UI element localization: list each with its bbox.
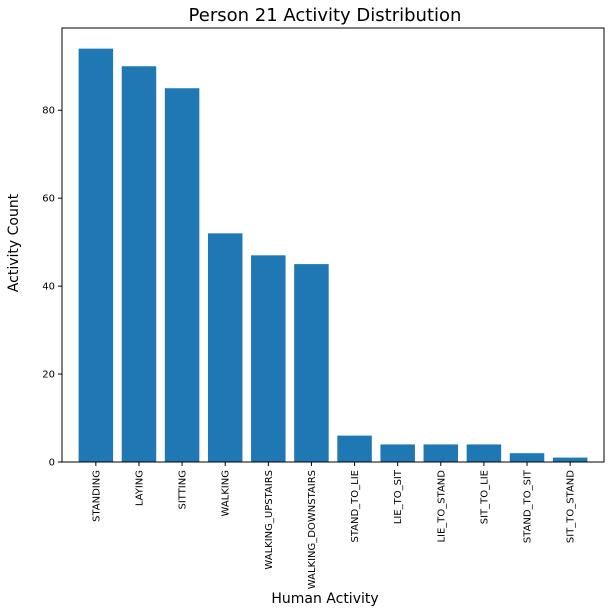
bars-group <box>78 48 588 463</box>
bar-sit-to-stand <box>552 457 588 462</box>
x-tick-label: LIE_TO_STAND <box>436 470 447 543</box>
y-tick-label: 40 <box>42 282 55 293</box>
plot-frame <box>61 27 605 463</box>
x-tick-label: SIT_TO_STAND <box>566 470 577 543</box>
x-tick-label: WALKING <box>221 470 232 517</box>
bar-sitting <box>164 88 200 462</box>
bar-lie-to-sit <box>380 444 415 462</box>
y-tick-label: 80 <box>42 106 55 117</box>
y-axis-title: Activity Count <box>6 193 22 292</box>
axes-group: 0 20 40 60 80 STANDING LAYING SITTING WALKING WAL… <box>42 27 605 589</box>
bar-walking-upstairs <box>251 255 286 462</box>
x-axis-title: Human Activity <box>271 591 378 607</box>
x-tick-label: SIT_TO_LIE <box>479 470 490 524</box>
y-tick-label: 60 <box>42 194 55 205</box>
bar-sit-to-lie <box>466 444 502 462</box>
x-tick-label: STANDING <box>91 470 102 522</box>
x-tick-label: LAYING <box>134 470 145 506</box>
bar-standing <box>78 48 114 463</box>
bar-laying <box>121 66 157 463</box>
x-tick-label: WALKING_UPSTAIRS <box>264 470 275 570</box>
x-tick-label: SITTING <box>178 470 189 510</box>
x-tick-label: WALKING_DOWNSTAIRS <box>307 470 318 589</box>
x-tick-label: STAND_TO_SIT <box>523 469 534 543</box>
x-tick-label: STAND_TO_LIE <box>350 470 361 543</box>
bar-walking-downstairs <box>294 264 329 462</box>
x-tick-label: LIE_TO_SIT <box>393 469 404 524</box>
chart-title: Person 21 Activity Distribution <box>189 5 462 26</box>
y-tick-label: 0 <box>49 458 55 469</box>
bar-lie-to-stand <box>423 444 459 462</box>
y-tick-label: 20 <box>42 370 55 381</box>
bar-stand-to-sit <box>509 453 545 462</box>
bar-walking <box>207 233 243 462</box>
bar-stand-to-lie <box>337 435 372 462</box>
